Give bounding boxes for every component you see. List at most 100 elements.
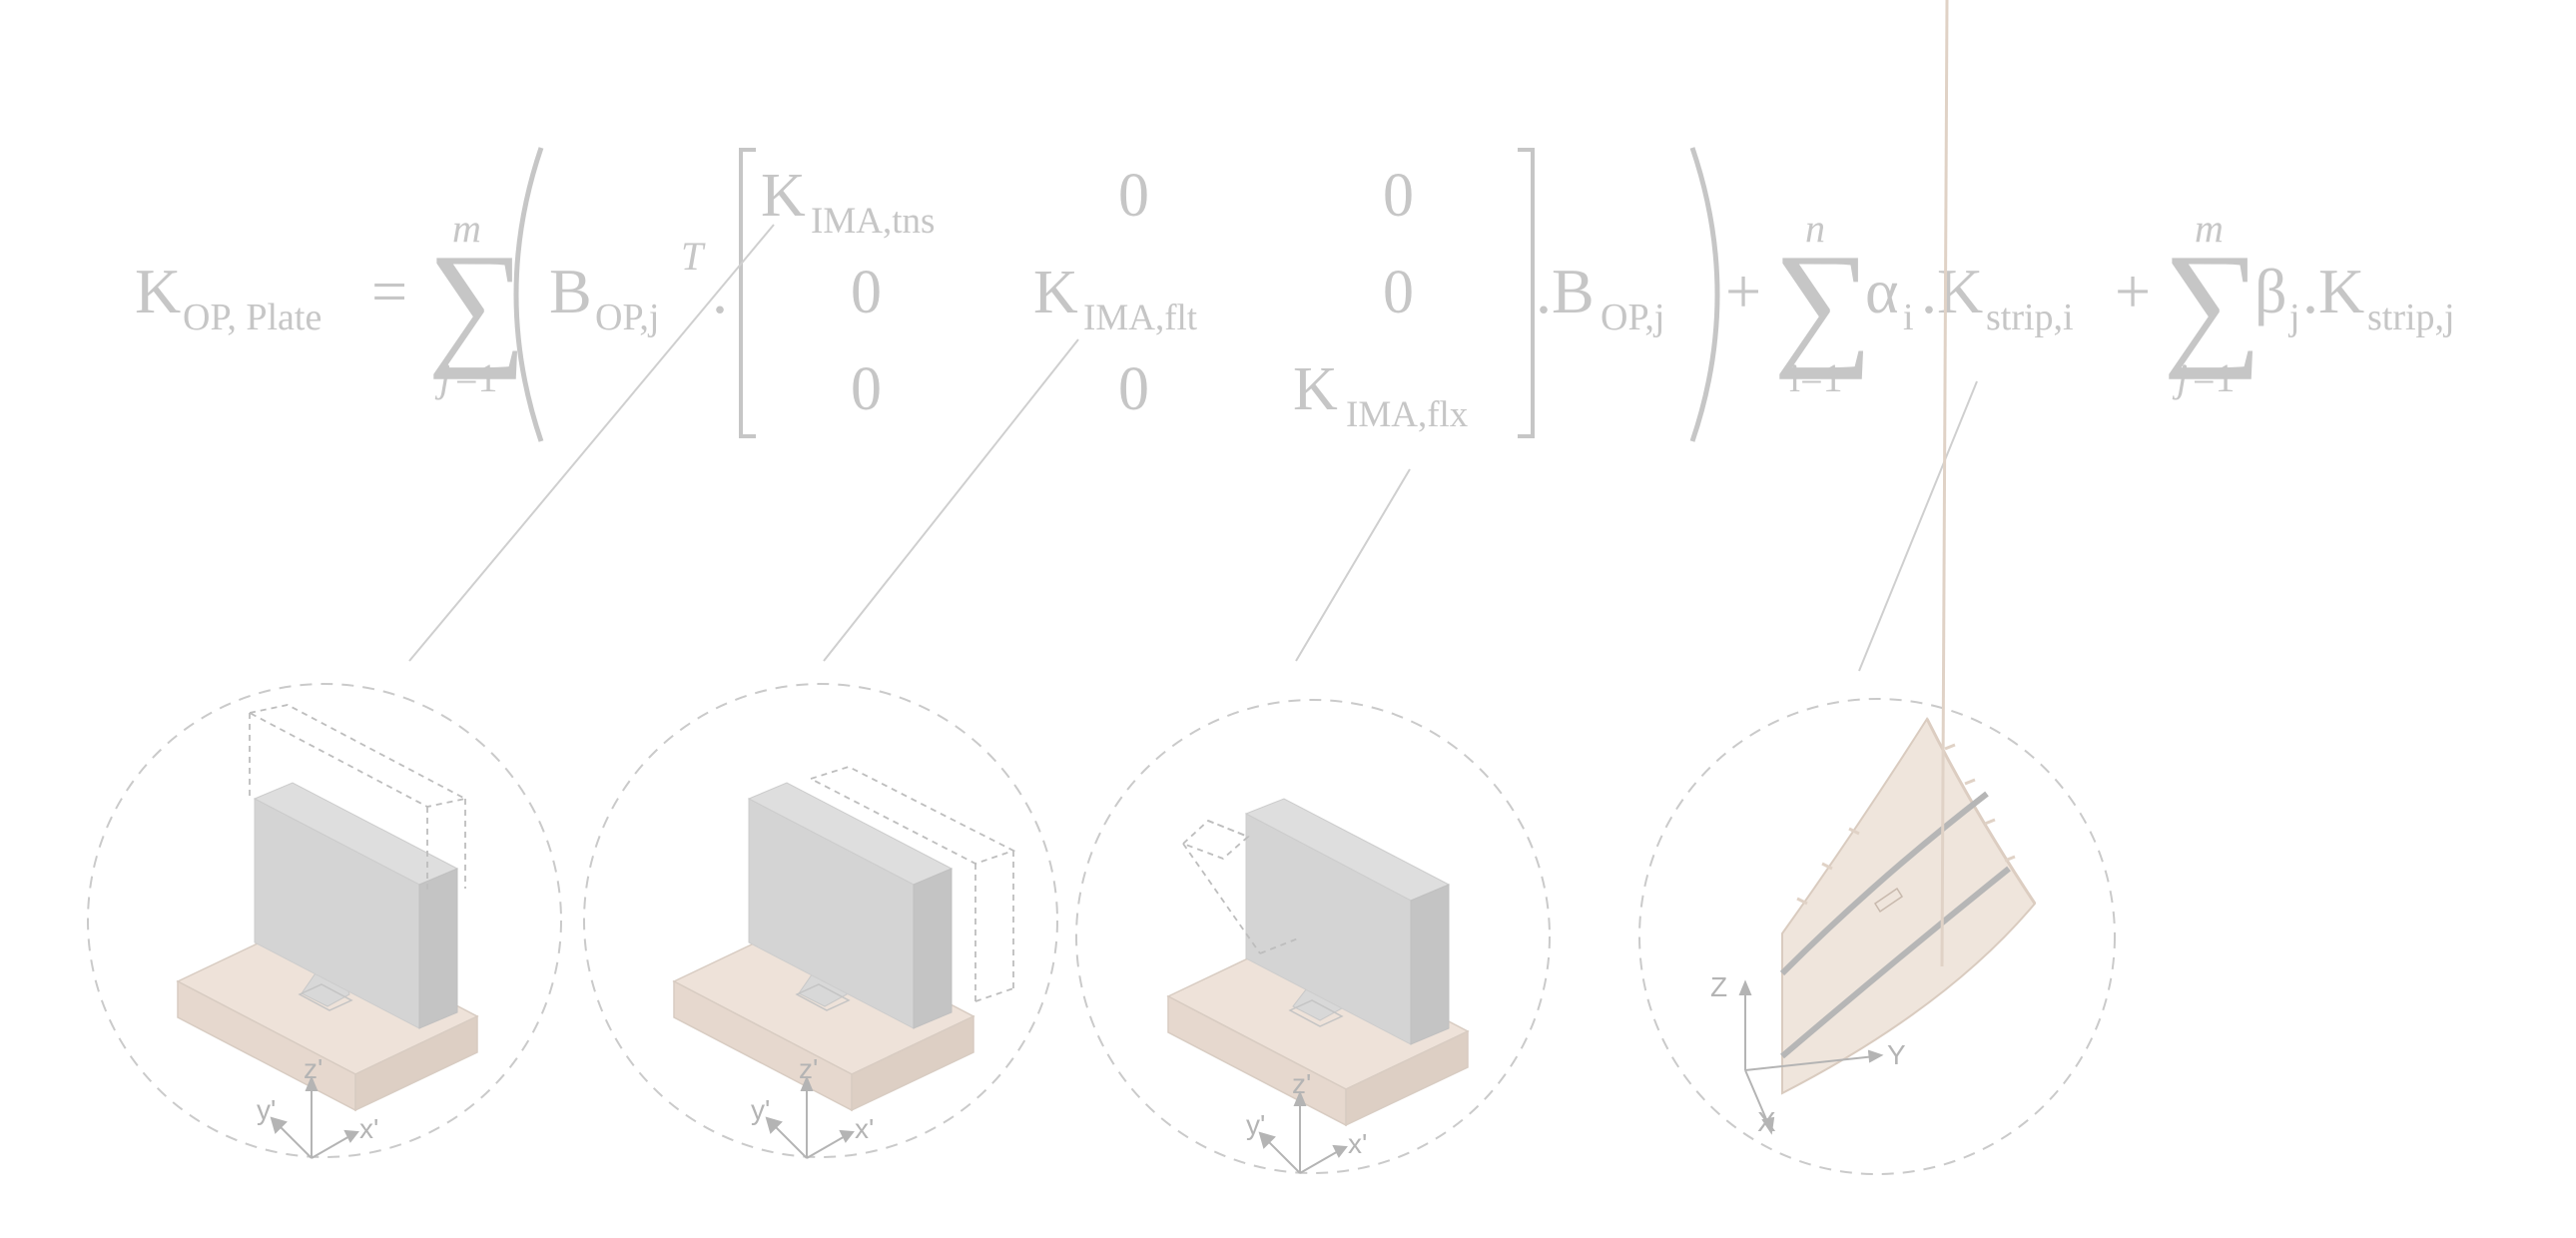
- b-transpose-symbol: B: [549, 256, 592, 326]
- lhs-subscript: OP, Plate: [183, 297, 322, 338]
- connector-plate: [298, 983, 353, 1011]
- matrix-zero-r2c3: 0: [1383, 259, 1414, 326]
- axis-label-z: z': [1292, 1068, 1311, 1099]
- beta-k-subscript: strip,j: [2367, 297, 2455, 338]
- local-axes: [270, 1075, 359, 1159]
- local-axes: [765, 1075, 855, 1159]
- sum-beta-symbol: ∑: [2163, 226, 2262, 380]
- axis-label-x: x': [359, 1113, 378, 1144]
- b-transpose-subscript: OP,j: [595, 297, 659, 338]
- plus-sign-1: +: [1725, 256, 1761, 326]
- k-ima-tns-symbol: K: [761, 162, 806, 230]
- axis-label-x: x': [1348, 1128, 1367, 1159]
- strip-2: [1780, 866, 2011, 1059]
- detail-circle-flexure: z' y' x': [1075, 699, 1551, 1174]
- panel-edge: [1925, 718, 2037, 905]
- dashed-circle: [583, 683, 1058, 1158]
- wall-displaced-outline: [247, 704, 468, 894]
- matrix-left-bracket: [739, 148, 756, 438]
- b-transpose-superscript: T: [681, 234, 706, 279]
- dashed-circle: [87, 683, 562, 1158]
- base-block-side: [354, 1014, 478, 1112]
- strip-marker: [1873, 887, 1904, 914]
- equals-sign: =: [371, 256, 407, 326]
- axis-label-z: z': [799, 1053, 818, 1084]
- sum-main-upper: m: [452, 206, 481, 251]
- beta-summation: m ∑ j =1 β j .K strip,j: [2163, 206, 2455, 400]
- b-after-symbol: .B: [1536, 256, 1595, 326]
- alpha-term: α: [1865, 256, 1899, 326]
- connector-plate: [1288, 999, 1344, 1027]
- k-ima-flt-subscript: IMA,flt: [1083, 298, 1198, 338]
- sum-main-lower-rest: =1: [455, 355, 498, 400]
- wall-displaced-outline: [1181, 819, 1299, 954]
- matrix-right-bracket: [1518, 148, 1535, 438]
- sum-alpha-symbol: ∑: [1773, 226, 1873, 380]
- matrix-zero-r1c3: 0: [1383, 162, 1414, 230]
- b-op-transpose: B OP,j T .: [549, 234, 728, 338]
- strip-1: [1779, 791, 1989, 976]
- main-summation: m ∑ j =1: [427, 206, 527, 400]
- sum-alpha-lower: i=1: [1789, 355, 1843, 400]
- alpha-term-sub: i: [1903, 297, 1914, 338]
- leader-line-strip: [1858, 380, 1978, 672]
- axis-label-z: z': [304, 1053, 322, 1084]
- b-transpose-dot: .: [712, 256, 728, 326]
- right-paren: [1689, 147, 1720, 442]
- alpha-summation: n ∑ i=1 α i .K strip,i: [1773, 206, 2074, 400]
- lhs-symbol: K: [135, 256, 181, 326]
- left-paren: [513, 147, 544, 442]
- k-ima-flt-symbol: K: [1033, 259, 1078, 326]
- matrix-zero-r1c2: 0: [1118, 162, 1149, 230]
- lhs-k-op-plate: K OP, Plate =: [135, 256, 407, 338]
- curved-panel: [1781, 716, 2037, 1095]
- detail-circle-tension: z' y' x': [87, 683, 562, 1159]
- leader-line-flexure: [1295, 468, 1411, 662]
- sum-beta-lower-var: j: [2172, 355, 2188, 400]
- plus-sign-2: +: [2115, 256, 2151, 326]
- global-axes: [1738, 979, 1884, 1135]
- alpha-k-subscript: strip,i: [1986, 297, 2074, 338]
- b-after-subscript: OP,j: [1601, 297, 1664, 338]
- matrix-zero-r3c1: 0: [851, 355, 882, 423]
- k-ima-flx-symbol: K: [1293, 355, 1338, 423]
- base-block-side: [851, 1014, 974, 1112]
- axis-label-z: Z: [1710, 971, 1727, 1002]
- axis-label-x: x': [855, 1113, 874, 1144]
- leader-line-tension: [408, 224, 775, 662]
- axis-label-x: X: [1757, 1106, 1776, 1137]
- axis-label-y: y': [1246, 1109, 1265, 1140]
- connector-plate: [795, 983, 851, 1011]
- beta-k-symbol: .K: [2302, 256, 2364, 326]
- axis-label-y: y': [257, 1094, 276, 1125]
- sum-main-symbol: ∑: [427, 226, 527, 380]
- axis-label-y: y': [751, 1094, 770, 1125]
- dashed-circle: [1638, 698, 2116, 1175]
- panel-edge-ticks: [1796, 0, 2016, 967]
- base-block-side: [1345, 1029, 1469, 1127]
- beta-term: β: [2254, 256, 2287, 326]
- wall-side: [418, 868, 458, 1029]
- leader-lines: [408, 224, 1978, 672]
- dashed-circle: [1075, 699, 1551, 1174]
- wall-side: [1410, 884, 1450, 1045]
- local-axes: [1258, 1090, 1348, 1174]
- leader-line-flat: [823, 338, 1079, 662]
- wall-side: [913, 868, 953, 1029]
- matrix-zero-r3c2: 0: [1118, 355, 1149, 423]
- k-ima-flx-subscript: IMA,flx: [1346, 394, 1469, 435]
- b-op-after: .B OP,j: [1536, 256, 1664, 338]
- stiffness-matrix: K IMA,tns 0 0 0 K IMA,flt 0 0 0 K IMA,fl…: [761, 162, 1469, 435]
- sum-beta-lower-rest: =1: [2193, 355, 2236, 400]
- detail-circle-strip: Z Y X: [1638, 0, 2116, 1175]
- axis-label-y: Y: [1887, 1039, 1906, 1070]
- matrix-zero-r2c1: 0: [851, 259, 882, 326]
- sum-alpha-upper: n: [1805, 206, 1825, 251]
- wall-displaced-outline: [808, 766, 1016, 1002]
- stiffness-equation: K OP, Plate = m ∑ j =1 B OP,j T . K IMA,…: [135, 147, 2455, 442]
- sum-main-lower-var: j: [434, 355, 450, 400]
- detail-circle-flat: z' y' x': [583, 683, 1058, 1159]
- alpha-k-symbol: .K: [1921, 256, 1983, 326]
- sum-beta-upper: m: [2195, 206, 2224, 251]
